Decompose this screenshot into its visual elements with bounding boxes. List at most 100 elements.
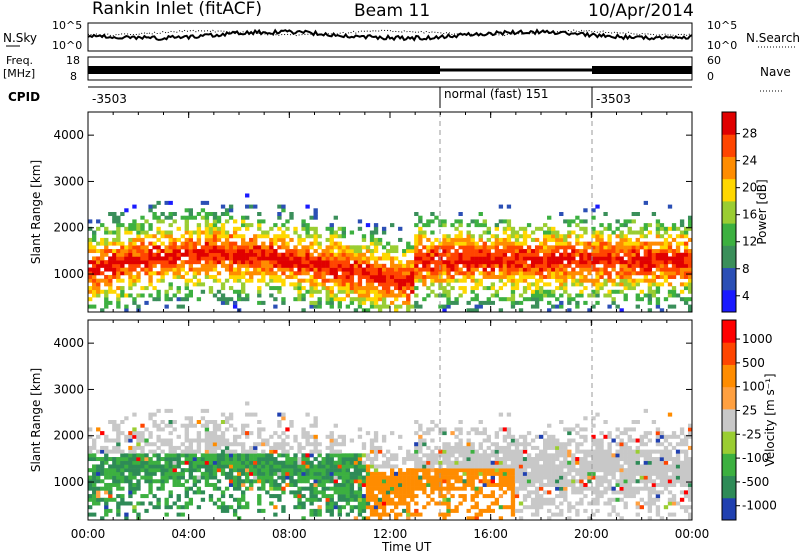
power-cell: [547, 234, 552, 239]
power-cell: [623, 286, 628, 291]
velocity-cell: [120, 494, 125, 499]
power-cell: [385, 282, 391, 287]
power-cell: [188, 260, 193, 265]
power-cell: [345, 260, 351, 265]
power-cell: [466, 271, 471, 276]
velocity-cell: [478, 512, 483, 517]
velocity-cell: [526, 475, 532, 480]
power-cell: [241, 249, 246, 254]
power-cell: [418, 274, 423, 279]
velocity-cell: [555, 464, 560, 469]
power-cell: [390, 263, 395, 268]
power-cell: [402, 289, 407, 294]
power-cell: [369, 286, 375, 291]
velocity-cell: [450, 486, 455, 491]
power-cell: [667, 274, 673, 279]
velocity-cell: [349, 471, 355, 476]
velocity-cell: [321, 471, 326, 476]
power-cell: [257, 249, 262, 254]
power-cell: [494, 260, 500, 265]
power-cell: [474, 286, 479, 291]
velocity-cell: [204, 427, 210, 432]
power-cell: [390, 249, 395, 254]
velocity-cell: [269, 479, 274, 484]
velocity-cell: [188, 457, 193, 462]
velocity-cell: [377, 475, 383, 480]
power-cell: [679, 271, 685, 276]
velocity-cell: [361, 464, 367, 469]
velocity-cell: [667, 490, 673, 495]
velocity-cell: [538, 468, 544, 473]
colorbar-tick-label: 25: [742, 403, 757, 417]
velocity-cell: [522, 464, 528, 469]
power-cell: [671, 260, 677, 265]
velocity-cell: [329, 438, 334, 443]
power-cell: [232, 256, 238, 261]
velocity-cell: [341, 457, 347, 462]
velocity-cell: [212, 434, 218, 439]
power-cell: [450, 260, 455, 265]
velocity-cell: [136, 486, 141, 491]
velocity-cell: [329, 468, 334, 473]
velocity-cell: [164, 468, 169, 473]
velocity-cell: [551, 512, 556, 517]
power-cell: [253, 260, 258, 265]
power-cell: [498, 308, 504, 313]
velocity-cell: [635, 479, 640, 484]
power-cell: [180, 245, 185, 250]
velocity-cell: [390, 482, 395, 487]
velocity-cell: [204, 468, 210, 473]
power-cell: [136, 226, 141, 231]
velocity-cell: [273, 471, 278, 476]
velocity-cell: [289, 479, 294, 484]
velocity-cell: [100, 449, 105, 454]
power-cell: [587, 260, 592, 265]
power-cell: [522, 286, 528, 291]
power-cell: [345, 252, 351, 257]
velocity-cell: [132, 460, 137, 465]
power-cell: [309, 226, 314, 231]
velocity-cell: [257, 427, 262, 432]
velocity-cell: [128, 471, 133, 476]
velocity-cell: [273, 457, 278, 462]
velocity-cell: [285, 460, 290, 465]
power-cell: [571, 274, 576, 279]
velocity-cell: [224, 416, 230, 421]
power-cell: [478, 245, 483, 250]
velocity-cell: [474, 457, 479, 462]
velocity-cell: [148, 457, 153, 462]
velocity-cell: [651, 464, 657, 469]
velocity-cell: [506, 442, 512, 447]
velocity-cell: [88, 497, 93, 502]
power-cell: [132, 300, 137, 305]
velocity-cell: [128, 453, 133, 458]
velocity-cell: [148, 449, 153, 454]
velocity-cell: [486, 438, 491, 443]
power-cell: [313, 226, 318, 231]
velocity-cell: [269, 445, 274, 450]
velocity-cell: [241, 427, 246, 432]
power-cell: [663, 249, 669, 254]
velocity-cell: [466, 468, 471, 473]
velocity-cell: [631, 453, 636, 458]
velocity-cell: [385, 482, 391, 487]
velocity-cell: [595, 438, 600, 443]
power-cell: [176, 286, 181, 291]
power-cell: [555, 286, 560, 291]
power-cell: [212, 241, 218, 246]
power-cell: [643, 271, 649, 276]
velocity-cell: [591, 453, 596, 458]
colorbar-swatch: [722, 497, 736, 521]
power-cell: [192, 215, 198, 220]
velocity-cell: [88, 475, 93, 480]
velocity-cell: [377, 464, 383, 469]
velocity-cell: [188, 471, 193, 476]
velocity-cell: [430, 497, 435, 502]
power-cell: [494, 274, 500, 279]
power-cell: [241, 297, 246, 302]
velocity-cell: [245, 449, 250, 454]
velocity-cell: [168, 449, 173, 454]
velocity-cell: [675, 460, 681, 465]
power-cell: [543, 234, 548, 239]
power-cell: [551, 252, 556, 257]
